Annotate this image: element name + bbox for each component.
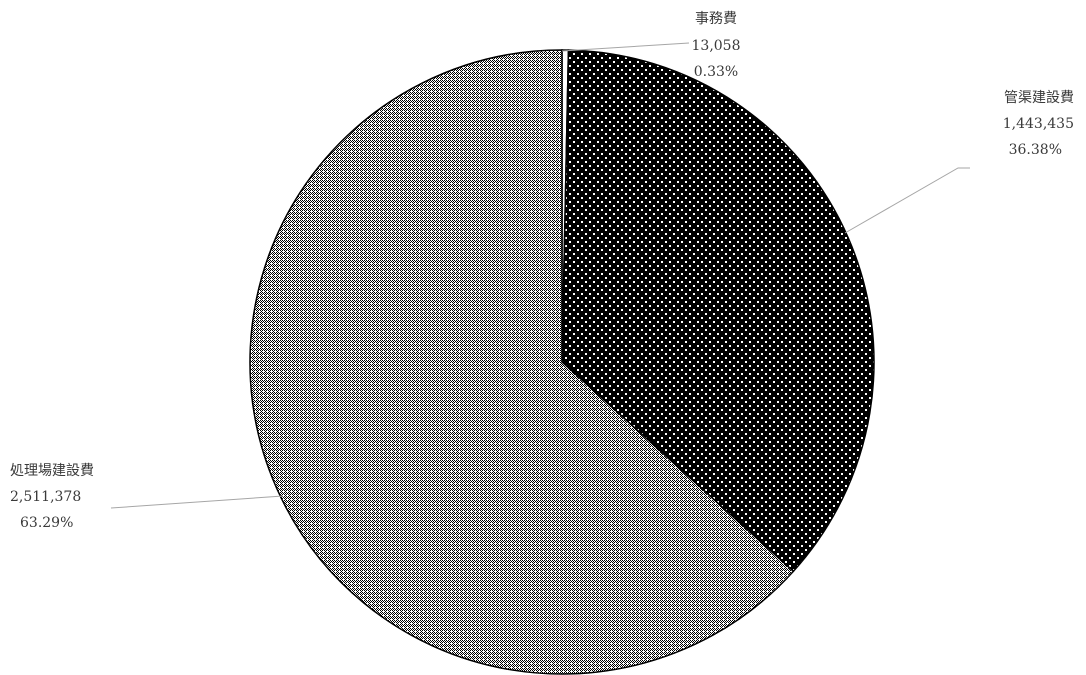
slice-label-value: 1,443,435 — [1003, 116, 1074, 132]
slice-label-percent: 63.29% — [20, 515, 73, 531]
slice-shorijo — [249, 49, 795, 675]
slice-label-jimuhi: 事務費 13,058 0.33% — [692, 11, 741, 80]
leader-line-kankyo — [844, 167, 970, 234]
slice-label-value: 2,511,378 — [10, 489, 81, 505]
slice-label-name: 事務費 — [695, 11, 737, 27]
slice-label-name: 管渠建設費 — [1004, 90, 1074, 106]
leader-line-jimuhi — [561, 42, 690, 52]
slice-label-value: 13,058 — [692, 38, 741, 54]
slice-label-percent: 0.33% — [694, 64, 738, 80]
leader-lines — [110, 42, 970, 509]
slice-label-kankyo: 管渠建設費 1,443,435 36.38% — [1003, 90, 1074, 158]
slice-label-shorijo: 処理場建設費 2,511,378 63.29% — [10, 463, 94, 531]
pie-slices — [249, 49, 875, 675]
leader-line-shorijo — [110, 495, 284, 509]
slice-kankyo — [561, 49, 875, 573]
slice-label-percent: 36.38% — [1009, 142, 1062, 158]
slice-label-name: 処理場建設費 — [10, 463, 94, 479]
